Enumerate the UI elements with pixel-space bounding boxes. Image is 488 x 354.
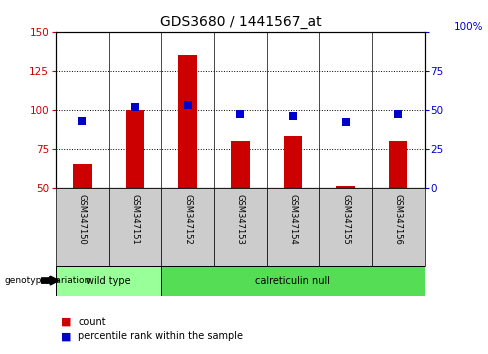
Point — [289, 113, 297, 119]
Bar — [126, 110, 144, 188]
Text: genotype/variation: genotype/variation — [5, 276, 91, 285]
Bar — [162, 188, 214, 266]
Text: ■: ■ — [61, 331, 72, 341]
Point — [394, 112, 402, 117]
Bar — [284, 136, 302, 188]
Bar — [266, 188, 319, 266]
Text: GSM347154: GSM347154 — [288, 194, 298, 245]
Text: GSM347153: GSM347153 — [236, 194, 245, 245]
Text: 100%: 100% — [454, 22, 484, 32]
Text: GSM347152: GSM347152 — [183, 194, 192, 245]
Bar — [336, 186, 355, 188]
Text: count: count — [78, 317, 106, 327]
Text: percentile rank within the sample: percentile rank within the sample — [78, 331, 243, 341]
Bar — [73, 164, 92, 188]
Bar — [109, 188, 162, 266]
Text: GSM347150: GSM347150 — [78, 194, 87, 245]
Text: GSM347151: GSM347151 — [131, 194, 140, 245]
Bar — [214, 188, 266, 266]
Text: GSM347155: GSM347155 — [341, 194, 350, 245]
Bar — [179, 55, 197, 188]
Point — [79, 118, 86, 124]
Bar — [389, 141, 407, 188]
Title: GDS3680 / 1441567_at: GDS3680 / 1441567_at — [160, 16, 321, 29]
Bar — [56, 266, 162, 296]
Bar — [162, 266, 425, 296]
Text: wild type: wild type — [86, 275, 131, 286]
Text: GSM347156: GSM347156 — [394, 194, 403, 245]
Text: ■: ■ — [61, 317, 72, 327]
Point — [237, 112, 244, 117]
Text: calreticulin null: calreticulin null — [256, 275, 330, 286]
Bar — [231, 141, 249, 188]
Point — [342, 119, 349, 125]
Bar — [56, 188, 109, 266]
Bar — [319, 188, 372, 266]
Bar — [372, 188, 425, 266]
Point — [184, 102, 192, 108]
Point — [131, 104, 139, 109]
